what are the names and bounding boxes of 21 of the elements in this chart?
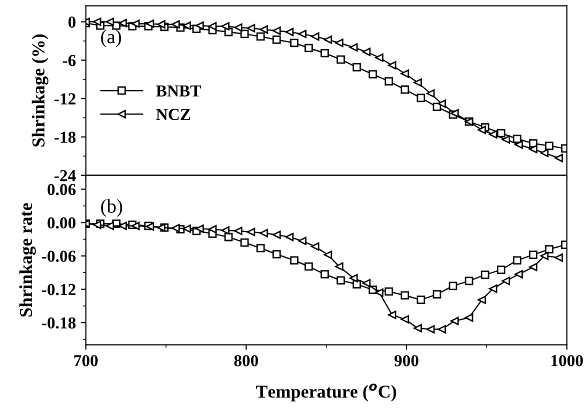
y-tick-label: -0.12: [42, 284, 76, 296]
x-tick-label: 1000: [552, 355, 583, 366]
legend-label: BNBT: [156, 85, 201, 96]
y-axis-title: Shrinkage (%): [32, 34, 48, 147]
y-tick-label: -18: [54, 132, 76, 143]
y-tick-label: 0: [68, 16, 76, 28]
y-tick-label: -24: [54, 170, 76, 182]
annotation: (a): [101, 30, 122, 48]
y-tick-label: 0.06: [48, 184, 76, 196]
y-tick-label: -12: [54, 93, 76, 104]
x-axis-title: Temperature ($^{o}$C): [256, 384, 396, 402]
legend-label: NCZ: [156, 108, 190, 120]
y-tick-label: 0.00: [48, 217, 76, 229]
y-tick-label: -0.18: [42, 317, 76, 329]
y-tick-label: -6: [62, 54, 76, 66]
annotation: (b): [101, 199, 122, 217]
x-tick-label: 700: [74, 355, 98, 366]
x-tick-label: 800: [234, 355, 258, 366]
y-tick-label: -0.06: [42, 250, 76, 262]
y-axis-title: Shrinkage rate: [19, 203, 36, 317]
x-tick-label: 900: [394, 355, 418, 366]
